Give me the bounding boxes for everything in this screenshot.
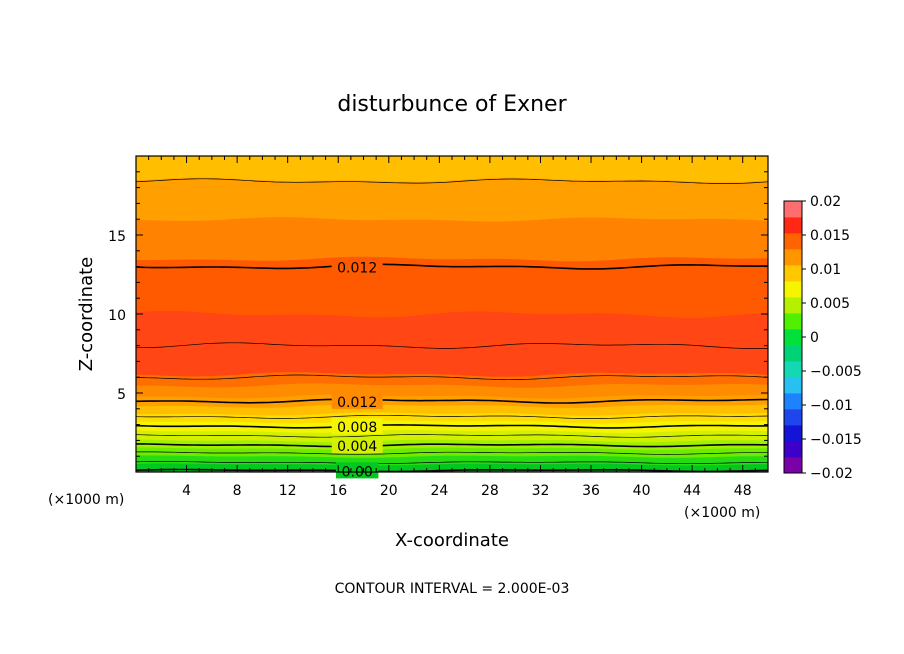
x-tick-label: 24 [430, 483, 448, 499]
contour-label: 0.008 [337, 420, 377, 436]
colorbar-swatch [784, 201, 802, 218]
fill-band [135, 216, 769, 262]
colorbar-swatch [784, 425, 802, 442]
contour-line [135, 414, 769, 419]
contour-line [135, 398, 769, 404]
y-tick-label: 5 [117, 387, 126, 403]
colorbar-swatch [784, 457, 802, 474]
y-tick-label: 10 [108, 308, 126, 324]
contour-label: 0.012 [337, 261, 377, 277]
contour-line [135, 424, 769, 429]
contour-line [135, 178, 769, 184]
colorbar-label: 0.01 [810, 262, 841, 278]
colorbar-label: 0.005 [810, 296, 850, 312]
contour-line [135, 461, 768, 465]
colorbar-label: −0.015 [810, 432, 862, 448]
x-tick-label: 28 [481, 483, 499, 499]
x-tick-label: 44 [683, 483, 701, 499]
colorbar-label: 0.015 [810, 228, 850, 244]
colorbar-swatch [784, 345, 802, 362]
y-tick-label: 15 [108, 229, 126, 245]
contour-line [136, 451, 768, 455]
x-tick-label: 40 [633, 483, 651, 499]
contour-line [135, 434, 768, 438]
fill-band [135, 310, 769, 377]
contour-line [135, 263, 769, 270]
contour-interval-note: CONTOUR INTERVAL = 2.000E-03 [335, 581, 570, 597]
colorbar-label: −0.02 [810, 466, 853, 482]
colorbar-swatch [784, 313, 802, 330]
contour-label-bg [331, 437, 383, 454]
x-tick-label: 4 [182, 483, 191, 499]
colorbar-swatch [784, 265, 802, 282]
x-tick-label: 32 [532, 483, 550, 499]
colorbar-swatch [784, 281, 802, 298]
colorbar: 0.02 0.015 0.01 0.005 0 −0.005 −0.01 −0.015 −0.0… [783, 194, 862, 482]
contour-line [136, 342, 769, 349]
colorbar-swatch [784, 393, 802, 410]
colorbar-swatch [784, 297, 802, 314]
colorbar-label: −0.01 [810, 398, 853, 414]
colorbar-label: 0 [810, 330, 819, 346]
fill-band [135, 155, 769, 183]
x-tick-label: 16 [329, 483, 347, 499]
plot-fills [135, 155, 769, 473]
colorbar-swatch [784, 233, 802, 250]
contour-label-bg [331, 418, 383, 435]
x-tick-label: 12 [279, 483, 297, 499]
x-tick-label: 8 [233, 483, 242, 499]
x-tick-label: 20 [380, 483, 398, 499]
colorbar-swatch [784, 377, 802, 394]
contour-line [136, 443, 768, 448]
contour-label: 0.004 [337, 439, 377, 455]
colorbar-swatch [784, 217, 802, 234]
y-ticks: 5 10 15 [108, 171, 768, 457]
contour-label-bg [331, 392, 383, 409]
colorbar-swatch [784, 249, 802, 266]
fill-band [135, 176, 769, 222]
x-unit-left: (×1000 m) [48, 492, 124, 508]
colorbar-label: −0.005 [810, 364, 862, 380]
contour-line [135, 374, 769, 381]
contour-label: 0.012 [337, 395, 377, 411]
colorbar-swatch [784, 441, 802, 458]
x-unit-right: (×1000 m) [684, 505, 760, 521]
contour-label-bg [336, 462, 379, 479]
colorbar-swatch [784, 409, 802, 426]
colorbar-label: 0.02 [810, 194, 841, 210]
x-tick-label: 48 [734, 483, 752, 499]
colorbar-swatch [784, 329, 802, 346]
x-ticks: 4 8 12 16 20 24 28 32 36 40 44 48 [148, 156, 756, 499]
colorbar-swatch [784, 361, 802, 378]
x-axis-label: X-coordinate [395, 530, 509, 551]
y-axis-label: Z-coordinate [76, 257, 97, 372]
contour-lines [135, 178, 769, 473]
chart-title: disturbunce of Exner [337, 92, 567, 117]
x-tick-label: 36 [582, 483, 600, 499]
contour-label-bg [331, 258, 383, 275]
